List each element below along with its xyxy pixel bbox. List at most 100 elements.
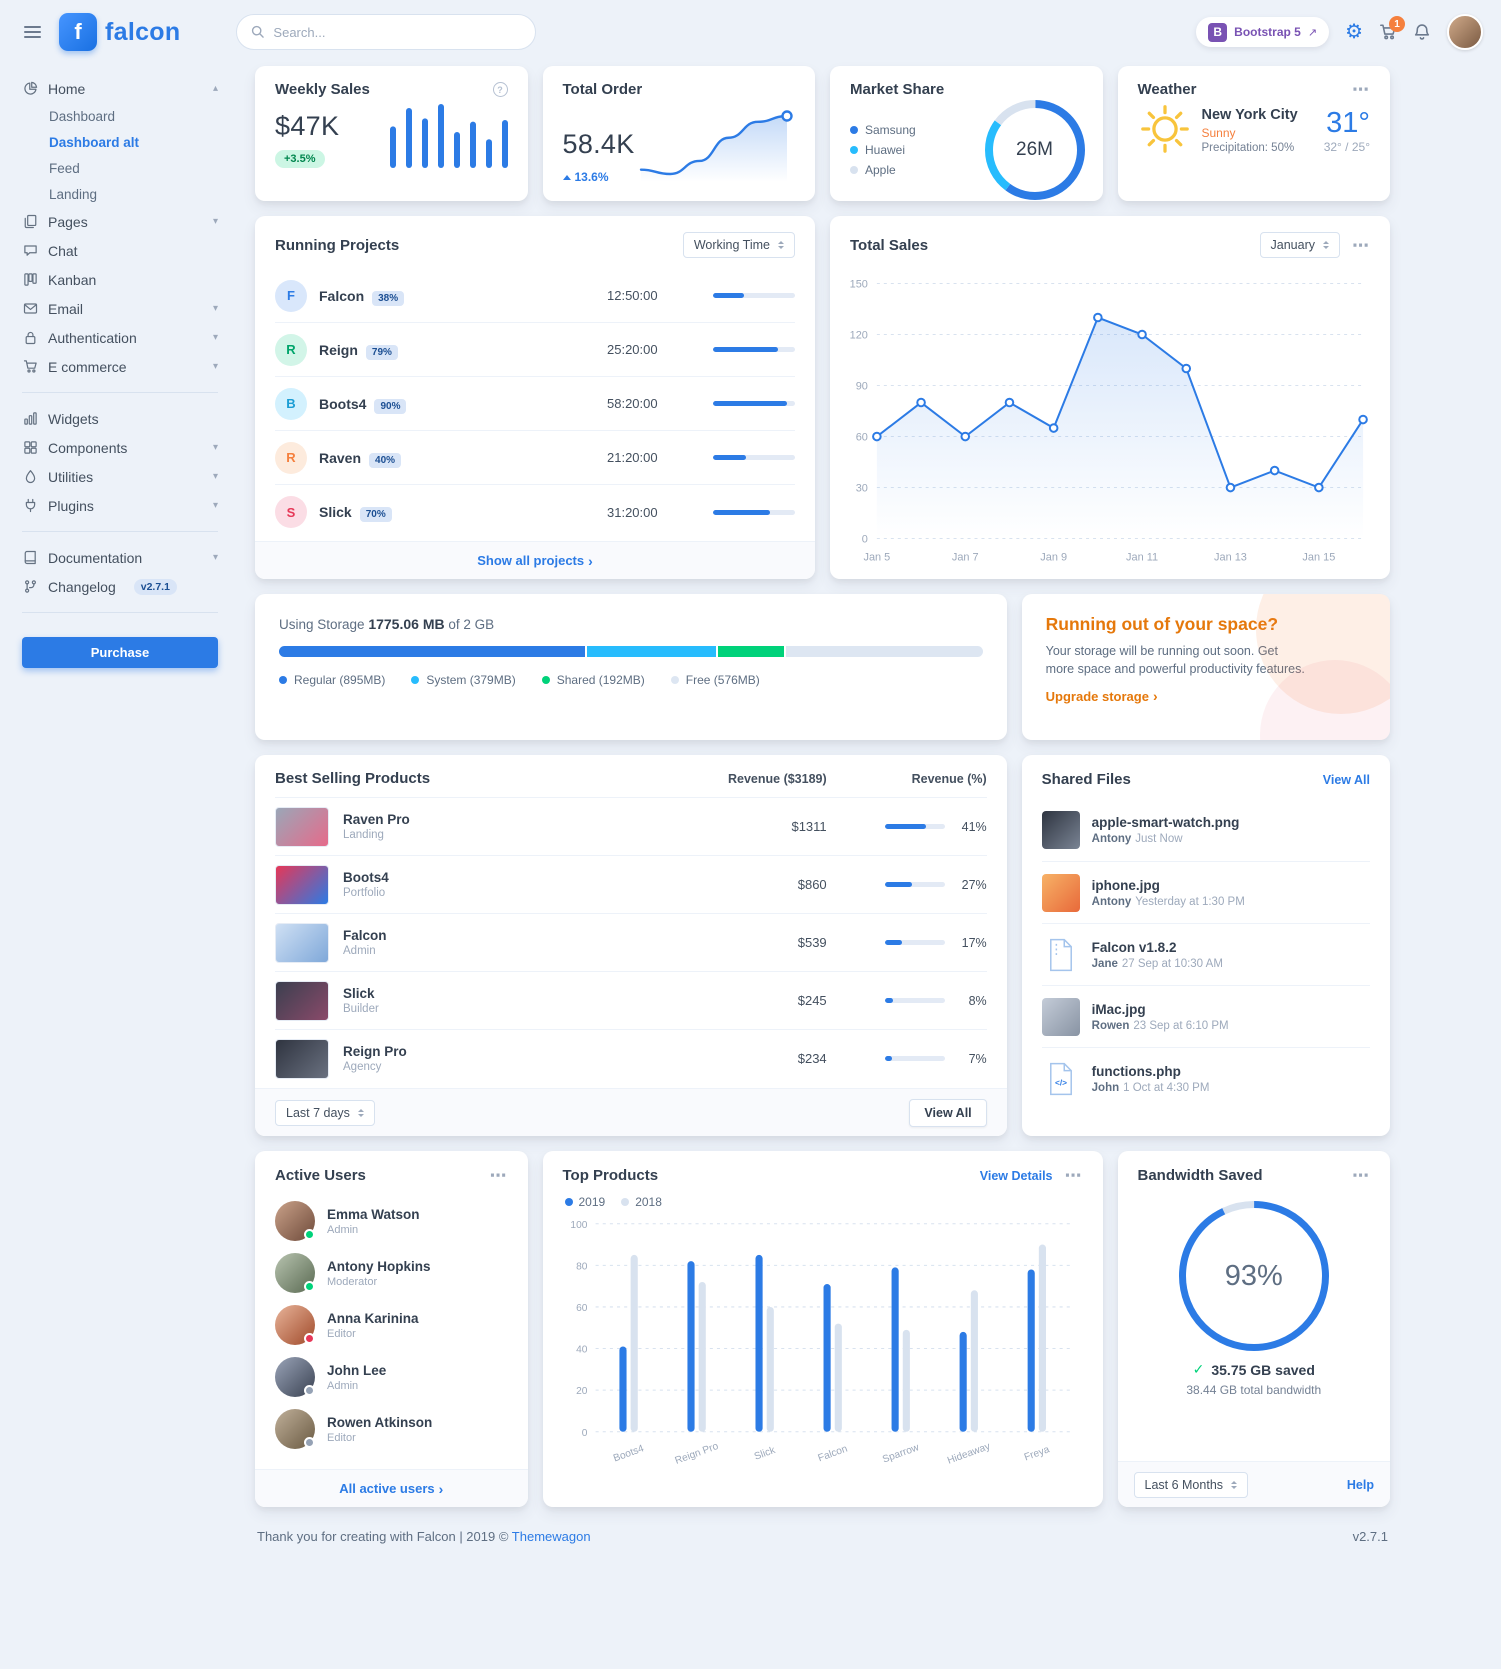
user-name-link[interactable]: Emma Watson [327,1206,420,1222]
revenue-column-header: Revenue ($3189) [727,771,827,786]
user-name-link[interactable]: Antony Hopkins [327,1258,431,1274]
check-icon: ✓ [1192,1361,1205,1377]
project-name-link[interactable]: Falcon [319,287,365,304]
sidebar-item-feed[interactable]: Feed [49,160,80,176]
card-menu-icon[interactable]: ⋯ [1064,1166,1083,1185]
project-name-link[interactable]: Raven [319,449,362,466]
search-box[interactable] [236,14,537,50]
card-menu-icon[interactable]: ⋯ [489,1166,508,1185]
user-avatar[interactable] [275,1409,315,1449]
show-all-projects-link[interactable]: Show all projects › [255,541,815,579]
sidebar-item-e-commerce[interactable]: E commerce ▾ [22,352,218,381]
user-name-link[interactable]: Rowen Atkinson [327,1414,433,1430]
chevron-down-icon: ▾ [212,216,218,227]
file-name-link[interactable]: functions.php [1091,1063,1181,1079]
project-row: R Raven 40% 21:20:00 [275,431,795,485]
sidebar-item-kanban[interactable]: Kanban [22,265,218,294]
sidebar-item-authentication[interactable]: Authentication ▾ [22,323,218,352]
sidebar-item-email[interactable]: Email ▾ [22,294,218,323]
sidebar-item-utilities[interactable]: Utilities ▾ [22,462,218,491]
period-select[interactable]: Last 7 days [275,1099,375,1126]
file-name-link[interactable]: iMac.jpg [1091,1001,1146,1017]
product-name-link[interactable]: Raven Pro [343,812,410,827]
sidebar-item-pages[interactable]: Pages ▾ [22,207,218,236]
search-input[interactable] [273,24,522,40]
user-name-link[interactable]: John Lee [327,1362,387,1378]
card-menu-icon[interactable]: ⋯ [1352,80,1370,99]
project-progress-badge: 70% [359,507,392,522]
card-menu-icon[interactable]: ⋯ [1352,235,1370,255]
legend-item-2019: 2019 [564,1195,605,1209]
storage-progress-bar [279,646,983,657]
product-name-link[interactable]: Slick [343,986,375,1001]
product-name-link[interactable]: Reign Pro [343,1044,407,1059]
user-avatar[interactable] [275,1305,315,1345]
sidebar-item-components[interactable]: Components ▾ [22,433,218,462]
product-revenue-bar [884,940,945,945]
user-avatar[interactable] [1447,14,1483,50]
user-avatar[interactable] [275,1253,315,1293]
product-thumbnail[interactable] [275,806,329,847]
card-menu-icon[interactable]: ⋯ [1352,1166,1370,1185]
user-name-link[interactable]: Anna Karinina [327,1310,419,1326]
product-name-link[interactable]: Boots4 [343,870,389,885]
view-all-link[interactable]: View All [1322,772,1370,787]
sidebar-item-chat[interactable]: Chat [22,236,218,265]
product-thumbnail[interactable] [275,864,329,905]
legend-dot [411,676,420,684]
file-thumbnail[interactable] [1041,811,1080,849]
falcon-logo[interactable]: f falcon [59,13,180,51]
svg-text:Freya: Freya [1023,1444,1052,1463]
user-avatar[interactable] [275,1201,315,1241]
hamburger-menu-icon[interactable] [18,20,47,44]
svg-text:30: 30 [856,483,868,495]
purchase-button[interactable]: Purchase [22,637,218,668]
sidebar-item-landing[interactable]: Landing [49,186,98,202]
sort-arrows-icon [357,1108,364,1117]
utilities-icon [22,469,38,484]
weather-precipitation: Precipitation: 50% [1201,142,1295,154]
working-time-select[interactable]: Working Time [682,232,795,258]
upgrade-storage-link[interactable]: Upgrade storage › [1045,688,1158,705]
product-name-link[interactable]: Falcon [343,928,387,943]
file-name-link[interactable]: iphone.jpg [1091,877,1160,893]
product-thumbnail[interactable] [275,922,329,963]
sidebar-item-label: Utilities [48,468,94,485]
all-active-users-link[interactable]: All active users › [255,1469,528,1507]
sidebar-item-dashboard[interactable]: Dashboard [49,108,116,124]
bootstrap-badge[interactable]: B Bootstrap 5 ↗ [1196,17,1330,47]
sidebar-item-documentation[interactable]: Documentation ▾ [22,543,218,572]
file-name-link[interactable]: Falcon v1.8.2 [1091,939,1177,955]
view-details-link[interactable]: View Details [979,1168,1053,1183]
sidebar-item-dashboard-alt[interactable]: Dashboard alt [49,134,140,150]
notifications-bell-icon[interactable] [1413,23,1431,41]
file-name-link[interactable]: apple-smart-watch.png [1091,815,1240,830]
files-list: apple-smart-watch.png Antony Just Now iphon… [1022,799,1390,1109]
weather-temperature: 31° [1326,107,1370,139]
project-name-link[interactable]: Boots4 [319,395,367,412]
sidebar-item-home[interactable]: Home ▴ [22,74,218,103]
help-link[interactable]: Help [1346,1477,1374,1492]
sidebar-item-plugins[interactable]: Plugins ▾ [22,491,218,520]
product-thumbnail[interactable] [275,980,329,1021]
product-thumbnail[interactable] [275,1038,329,1079]
project-name-link[interactable]: Slick [319,504,352,520]
product-revenue-pct: 8% [968,993,987,1008]
file-thumbnail[interactable] [1041,873,1080,912]
view-all-button[interactable]: View All [909,1098,987,1127]
sidebar-item-label: Kanban [48,271,97,288]
weather-range: 32° / 25° [1323,140,1370,154]
sidebar-item-widgets[interactable]: Widgets [22,404,218,433]
info-icon[interactable]: ? [492,82,508,97]
months-select[interactable]: Last 6 Months [1133,1471,1249,1498]
month-select[interactable]: January [1259,232,1340,258]
cart-icon[interactable]: 1 [1379,16,1405,41]
settings-gear-icon[interactable]: ⚙ [1345,21,1363,43]
file-thumbnail[interactable] [1041,997,1080,1036]
project-name-link[interactable]: Reign [319,341,358,358]
sidebar-item-changelog[interactable]: Changelog v2.7.1 [22,572,218,601]
themewagon-link[interactable]: Themewagon [511,1529,591,1544]
user-avatar[interactable] [275,1357,315,1397]
top-products-chart: 0 20 40 60 80 100 Boots4 Reign Pro Slick Falcon Sp… [570,1220,1072,1467]
svg-text:Falcon: Falcon [817,1443,849,1464]
